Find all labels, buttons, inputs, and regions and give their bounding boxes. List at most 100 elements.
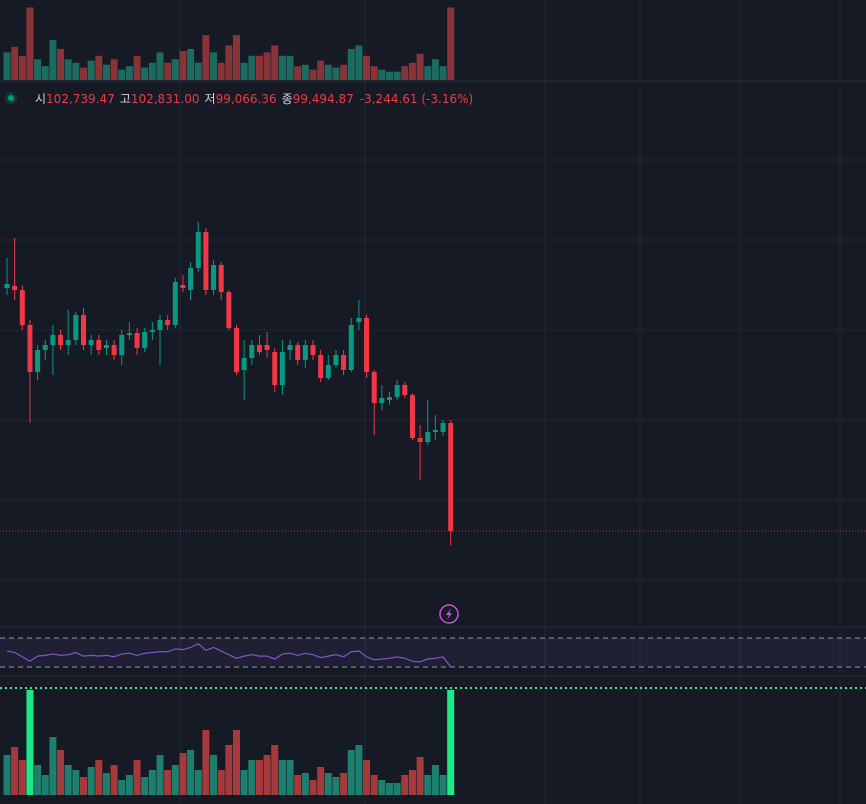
volume-bar — [194, 62, 202, 80]
volume-bar — [286, 55, 294, 80]
candle-body — [81, 315, 86, 345]
candle-body — [279, 352, 285, 385]
volume-bar — [110, 59, 118, 80]
volume-bar — [3, 52, 11, 80]
candle-body — [379, 398, 385, 403]
volume-bar — [233, 35, 240, 80]
candle-body — [364, 318, 370, 372]
volume-bar — [194, 770, 202, 795]
candle-body — [4, 284, 10, 288]
volume-bar — [80, 67, 87, 80]
volume-bar — [447, 7, 455, 80]
price-pane — [4, 222, 454, 546]
candle-body — [50, 335, 56, 345]
volume-bar — [401, 775, 409, 795]
rsi-pane — [0, 637, 866, 668]
candle-body — [88, 340, 94, 345]
volume-bar — [118, 780, 126, 795]
candle-body — [425, 432, 431, 442]
legend-label: 저 — [205, 92, 216, 106]
volume-bar — [355, 45, 363, 80]
volume-bar — [148, 62, 156, 80]
volume-bar — [225, 745, 233, 795]
volume-bar — [118, 69, 126, 80]
volume-bar — [340, 64, 348, 80]
volume-bar — [393, 71, 401, 80]
volume-bar — [26, 690, 34, 795]
volume-bar — [202, 35, 210, 80]
legend-change: -3,244.61 (-3.16%) — [360, 92, 473, 106]
volume-bar — [95, 55, 103, 80]
volume-bar — [133, 55, 141, 80]
volume-bar — [370, 775, 378, 795]
volume-bar — [278, 760, 286, 795]
volume-bar — [439, 66, 447, 80]
volume-bar — [217, 770, 225, 795]
legend-label: 고 — [120, 92, 131, 106]
volume-bar — [386, 71, 393, 80]
volume-bar — [393, 783, 401, 795]
candle-body — [241, 358, 247, 370]
candle-body — [119, 335, 125, 355]
volume-bar — [370, 66, 378, 80]
candle-body — [287, 345, 293, 350]
volume-bar — [41, 775, 49, 795]
candle-body — [142, 332, 148, 348]
volume-bar — [324, 64, 332, 80]
volume-bar — [102, 773, 110, 795]
volume-bar — [439, 775, 447, 795]
alert-icon[interactable] — [439, 604, 459, 624]
volume-bar — [431, 765, 439, 795]
candle-body — [341, 355, 347, 370]
candle-body — [432, 430, 438, 432]
volume-bar — [408, 770, 416, 795]
candle-body — [103, 345, 109, 348]
volume-bar — [255, 760, 263, 795]
volume-bar — [171, 765, 179, 795]
candle-body — [96, 340, 102, 350]
candle-body — [172, 282, 178, 325]
volume-bar — [95, 760, 103, 795]
candle-body — [295, 345, 301, 360]
volume-bar — [141, 777, 149, 795]
volume-bar — [3, 755, 11, 795]
volume-bar — [424, 775, 432, 795]
legend-value: 102,831.00 — [131, 92, 200, 106]
candle-body — [211, 265, 217, 290]
legend-value: 102,739.47 — [46, 92, 115, 106]
volume-bar — [125, 66, 133, 80]
volume-bar — [164, 62, 172, 80]
volume-bar — [11, 46, 19, 80]
candle-body — [394, 385, 400, 397]
volume-bar — [248, 760, 256, 795]
volume-bar — [18, 55, 26, 80]
volume-bar — [187, 48, 195, 80]
candle-body — [402, 385, 408, 395]
volume-bar — [41, 66, 49, 80]
legend-text: 시102,739.47 고102,831.00 저99,066.36 종99,494.… — [35, 92, 473, 106]
candle-body — [226, 292, 232, 328]
volume-bar — [102, 64, 110, 80]
volume-bar — [187, 750, 195, 795]
volume-bar — [133, 760, 141, 795]
volume-bar — [148, 770, 156, 795]
candle-body — [203, 232, 209, 290]
candle-body — [371, 372, 377, 403]
candle-body — [42, 345, 48, 350]
candle-body — [325, 365, 331, 378]
volume-bar — [240, 62, 248, 80]
volume-bar — [49, 39, 57, 80]
candle-body — [302, 345, 308, 360]
volume-bar — [301, 773, 309, 795]
candle-body — [195, 232, 201, 268]
volume-bar — [156, 52, 164, 80]
candle-body — [149, 330, 155, 332]
volume-bar — [125, 775, 133, 795]
volume-bar — [386, 783, 393, 795]
volume-bar — [416, 757, 424, 795]
volume-bar — [447, 690, 455, 795]
volume-bar — [171, 59, 179, 80]
volume-bar — [210, 755, 218, 795]
candle-body — [318, 355, 324, 378]
